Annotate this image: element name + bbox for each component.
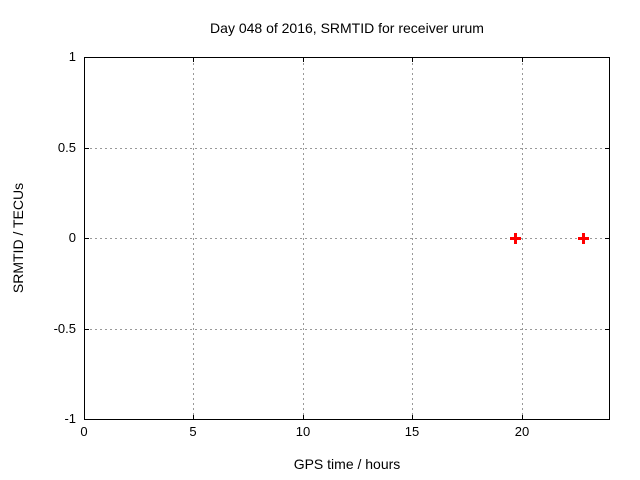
x-tick-mark	[303, 58, 304, 62]
y-tick-mark	[85, 419, 89, 420]
x-tick-label: 0	[80, 424, 88, 439]
y-tick-label: 0	[68, 230, 76, 245]
x-tick-label: 20	[514, 424, 530, 439]
x-tick-mark	[303, 415, 304, 419]
y-tick-label: -1	[64, 411, 76, 426]
y-tick-mark	[85, 148, 89, 149]
plot-area	[84, 57, 610, 420]
x-tick-mark	[412, 58, 413, 62]
y-tick-label: 0.5	[57, 140, 76, 155]
y-tick-mark	[85, 57, 89, 58]
chart-title: Day 048 of 2016, SRMTID for receiver uru…	[210, 20, 484, 36]
x-tick-mark	[522, 415, 523, 419]
y-gridline	[85, 148, 609, 149]
marker-bar	[510, 237, 521, 240]
x-tick-label: 15	[404, 424, 420, 439]
y-tick-label: 1	[68, 49, 76, 64]
y-tick-mark	[605, 57, 609, 58]
y-gridline	[85, 329, 609, 330]
x-tick-mark	[84, 415, 85, 419]
y-tick-mark	[85, 329, 89, 330]
y-tick-mark	[605, 148, 609, 149]
x-tick-mark	[84, 58, 85, 62]
x-tick-mark	[193, 415, 194, 419]
y-tick-mark	[605, 329, 609, 330]
y-gridline	[85, 238, 609, 239]
data-point-plus-marker	[578, 233, 589, 244]
x-tick-mark	[193, 58, 194, 62]
data-point-plus-marker	[510, 233, 521, 244]
x-tick-mark	[522, 58, 523, 62]
x-tick-label: 5	[189, 424, 197, 439]
y-tick-mark	[85, 238, 89, 239]
x-axis-label: GPS time / hours	[293, 456, 401, 472]
x-tick-label: 10	[295, 424, 311, 439]
x-tick-mark	[412, 415, 413, 419]
marker-bar	[578, 237, 589, 240]
y-tick-mark	[605, 238, 609, 239]
y-tick-mark	[605, 419, 609, 420]
y-tick-label: -0.5	[53, 321, 76, 336]
